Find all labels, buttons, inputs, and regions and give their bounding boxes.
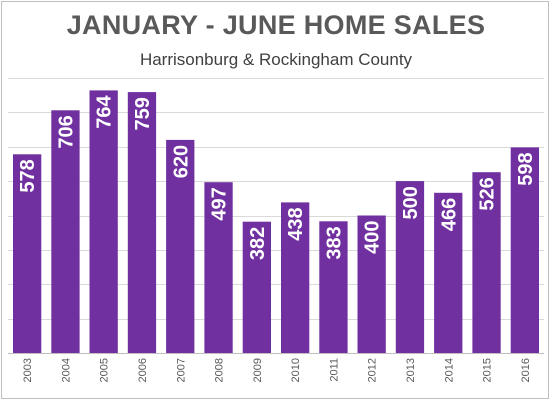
bar-2009 xyxy=(242,221,271,353)
chart-title: JANUARY - JUNE HOME SALES xyxy=(66,10,486,40)
tick-label-2007: 2007 xyxy=(175,358,187,382)
bar-2005 xyxy=(89,90,118,354)
data-label-2014: 466 xyxy=(438,198,460,231)
bar-2008 xyxy=(204,182,233,353)
gridlines xyxy=(8,78,544,320)
data-label-2008: 497 xyxy=(209,187,231,220)
data-label-2007: 620 xyxy=(170,145,192,178)
tick-label-2006: 2006 xyxy=(137,358,149,382)
tick-label-2016: 2016 xyxy=(520,358,532,382)
bar-2004 xyxy=(51,110,80,353)
bar-2015 xyxy=(472,172,501,353)
tick-label-2009: 2009 xyxy=(252,358,264,382)
data-label-2013: 500 xyxy=(400,186,422,219)
tick-label-2008: 2008 xyxy=(214,358,226,382)
data-label-2009: 382 xyxy=(247,227,269,260)
data-label-2016: 598 xyxy=(515,152,537,185)
bar-2010 xyxy=(281,202,310,353)
tick-label-2012: 2012 xyxy=(367,358,379,382)
data-label-2010: 438 xyxy=(285,207,307,240)
tick-label-2004: 2004 xyxy=(60,358,72,382)
tick-label-2011: 2011 xyxy=(328,358,340,382)
bar-2006 xyxy=(127,92,157,353)
tick-label-2015: 2015 xyxy=(482,358,494,382)
bar-2007 xyxy=(166,139,195,353)
bar-2011 xyxy=(319,221,348,353)
tick-label-2010: 2010 xyxy=(290,358,302,382)
bars xyxy=(13,90,539,354)
chart-subtitle: Harrisonburg & Rockingham County xyxy=(139,50,413,69)
data-label-2011: 383 xyxy=(323,226,345,259)
tick-label-2003: 2003 xyxy=(22,358,34,382)
data-labels: 578 706 764 759 620 497 382 438 383 400 500 466 526 5… xyxy=(17,95,537,261)
bar-2014 xyxy=(434,192,463,353)
data-label-2003: 578 xyxy=(17,159,39,192)
tick-label-2013: 2013 xyxy=(405,358,417,382)
bar-2012 xyxy=(357,215,386,353)
tick-label-2014: 2014 xyxy=(443,358,455,382)
bar-2003 xyxy=(13,154,42,353)
data-label-2006: 759 xyxy=(132,97,154,130)
bar-2016 xyxy=(510,147,539,353)
data-label-2015: 526 xyxy=(477,177,499,210)
tick-label-2005: 2005 xyxy=(99,358,111,382)
data-label-2012: 400 xyxy=(362,221,384,254)
data-label-2005: 764 xyxy=(94,95,116,129)
bar-2013 xyxy=(395,181,425,353)
data-label-2004: 706 xyxy=(55,115,77,148)
x-axis-tick-labels: 2003 2004 2005 2006 2007 2008 2009 2010 2011 2012… xyxy=(22,358,532,382)
